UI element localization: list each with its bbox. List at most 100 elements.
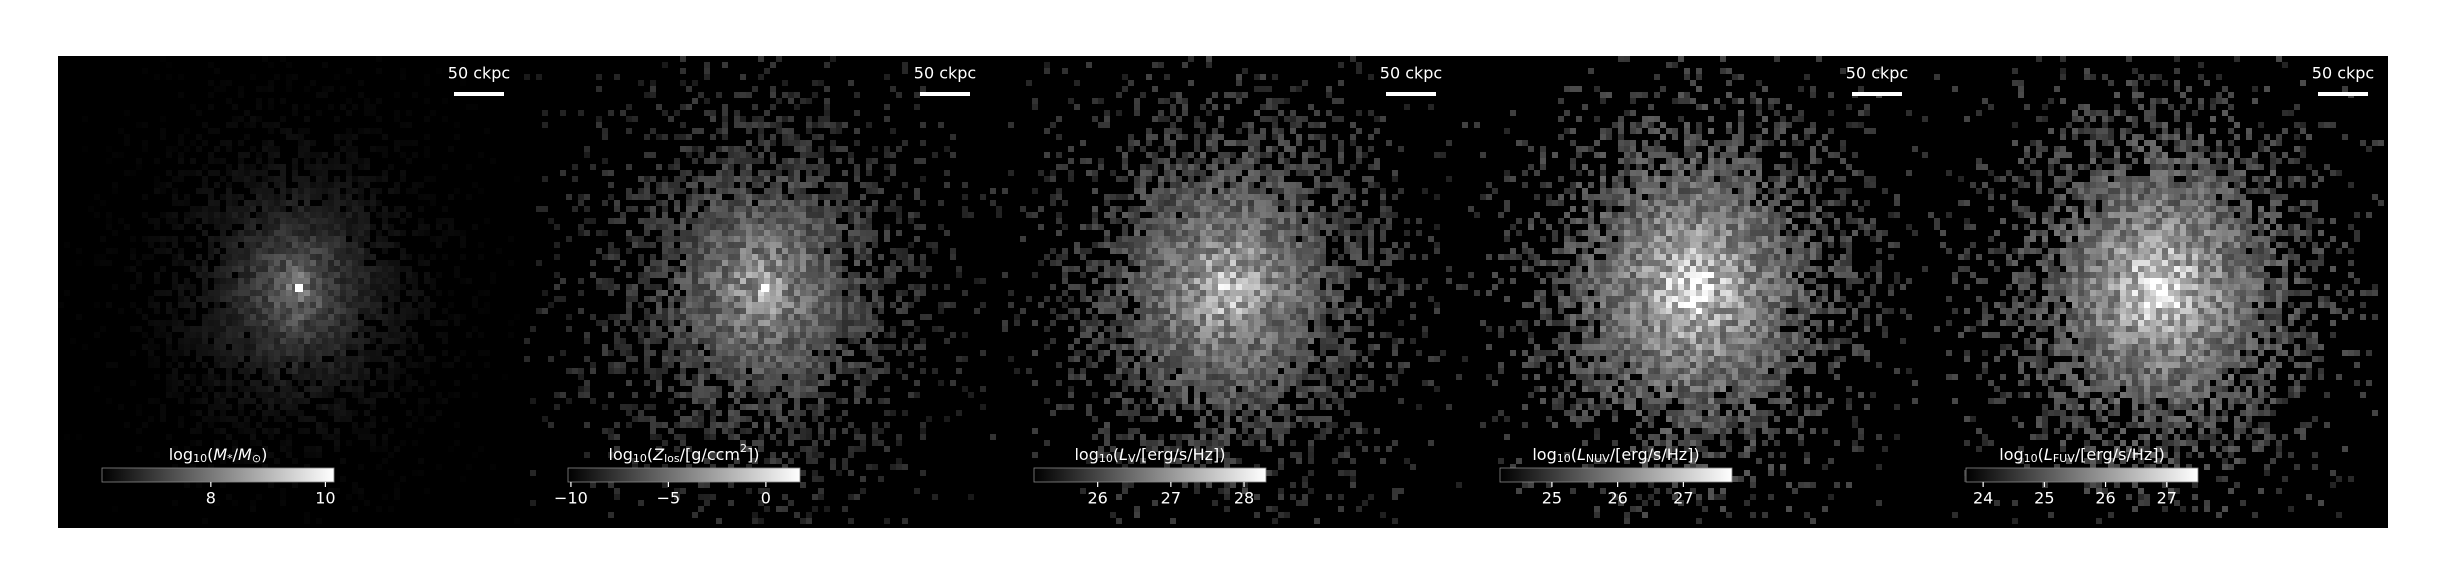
pixel <box>316 278 322 284</box>
pixel <box>418 182 424 188</box>
pixel <box>866 374 872 380</box>
pixel <box>728 356 734 362</box>
pixel <box>202 230 208 236</box>
pixel <box>292 194 298 200</box>
pixel <box>824 170 830 176</box>
pixel <box>424 416 430 422</box>
pixel <box>788 170 794 176</box>
pixel <box>638 500 644 506</box>
pixel <box>752 320 758 326</box>
pixel <box>1098 122 1104 128</box>
pixel <box>890 128 896 134</box>
pixel <box>806 260 812 266</box>
pixel <box>484 362 490 368</box>
pixel <box>304 86 310 92</box>
pixel <box>836 206 842 212</box>
pixel <box>1278 128 1284 134</box>
pixel <box>352 254 358 260</box>
pixel <box>106 398 112 404</box>
pixel <box>376 128 382 134</box>
pixel <box>436 272 442 278</box>
pixel <box>848 320 854 326</box>
pixel <box>1200 254 1206 260</box>
pixel <box>208 158 214 164</box>
pixel <box>244 218 250 224</box>
pixel <box>370 278 376 284</box>
pixel <box>298 272 304 278</box>
pixel <box>788 290 794 296</box>
pixel <box>238 86 244 92</box>
pixel <box>980 278 986 284</box>
pixel <box>256 278 262 284</box>
pixel <box>788 440 794 446</box>
pixel <box>1350 164 1356 170</box>
pixel <box>776 392 782 398</box>
pixel <box>920 368 926 374</box>
pixel <box>626 320 632 326</box>
pixel <box>280 128 286 134</box>
pixel <box>1110 206 1116 212</box>
pixel <box>620 368 626 374</box>
pixel <box>178 362 184 368</box>
pixel <box>878 188 884 194</box>
pixel <box>154 326 160 332</box>
pixel <box>346 254 352 260</box>
pixel <box>1404 230 1410 236</box>
pixel <box>256 380 262 386</box>
pixel <box>286 404 292 410</box>
pixel <box>280 284 286 290</box>
pixel <box>406 362 412 368</box>
label-part: 10 <box>633 452 647 465</box>
pixel <box>1140 182 1146 188</box>
pixel <box>1152 242 1158 248</box>
pixel <box>710 284 716 290</box>
pixel <box>370 254 376 260</box>
pixel <box>70 338 76 344</box>
pixel <box>286 236 292 242</box>
pixel <box>872 374 878 380</box>
pixel <box>310 188 316 194</box>
pixel <box>854 92 860 98</box>
pixel <box>1170 182 1176 188</box>
pixel <box>274 254 280 260</box>
pixel <box>1284 212 1290 218</box>
pixel <box>346 194 352 200</box>
pixel <box>202 362 208 368</box>
pixel <box>376 242 382 248</box>
pixel <box>920 176 926 182</box>
pixel <box>238 272 244 278</box>
pixel <box>752 254 758 260</box>
pixel <box>1290 164 1296 170</box>
pixel <box>124 110 130 116</box>
pixel <box>1338 224 1344 230</box>
pixel <box>884 224 890 230</box>
pixel <box>358 338 364 344</box>
pixel <box>794 134 800 140</box>
pixel <box>310 296 316 302</box>
pixel <box>758 338 764 344</box>
pixel <box>100 260 106 266</box>
pixel <box>262 290 268 296</box>
pixel <box>250 182 256 188</box>
pixel <box>794 350 800 356</box>
pixel <box>746 446 752 452</box>
pixel <box>292 374 298 380</box>
pixel <box>854 368 860 374</box>
pixel <box>1362 224 1368 230</box>
pixel <box>268 200 274 206</box>
pixel <box>710 314 716 320</box>
pixel <box>716 92 722 98</box>
pixel <box>430 176 436 182</box>
pixel <box>184 446 190 452</box>
pixel <box>316 164 322 170</box>
pixel <box>250 284 256 290</box>
pixel <box>232 392 238 398</box>
pixel <box>770 320 776 326</box>
pixel <box>854 230 860 236</box>
pixel <box>220 410 226 416</box>
pixel <box>328 290 334 296</box>
pixel <box>256 200 262 206</box>
pixel <box>172 368 178 374</box>
pixel <box>692 158 698 164</box>
pixel <box>704 224 710 230</box>
